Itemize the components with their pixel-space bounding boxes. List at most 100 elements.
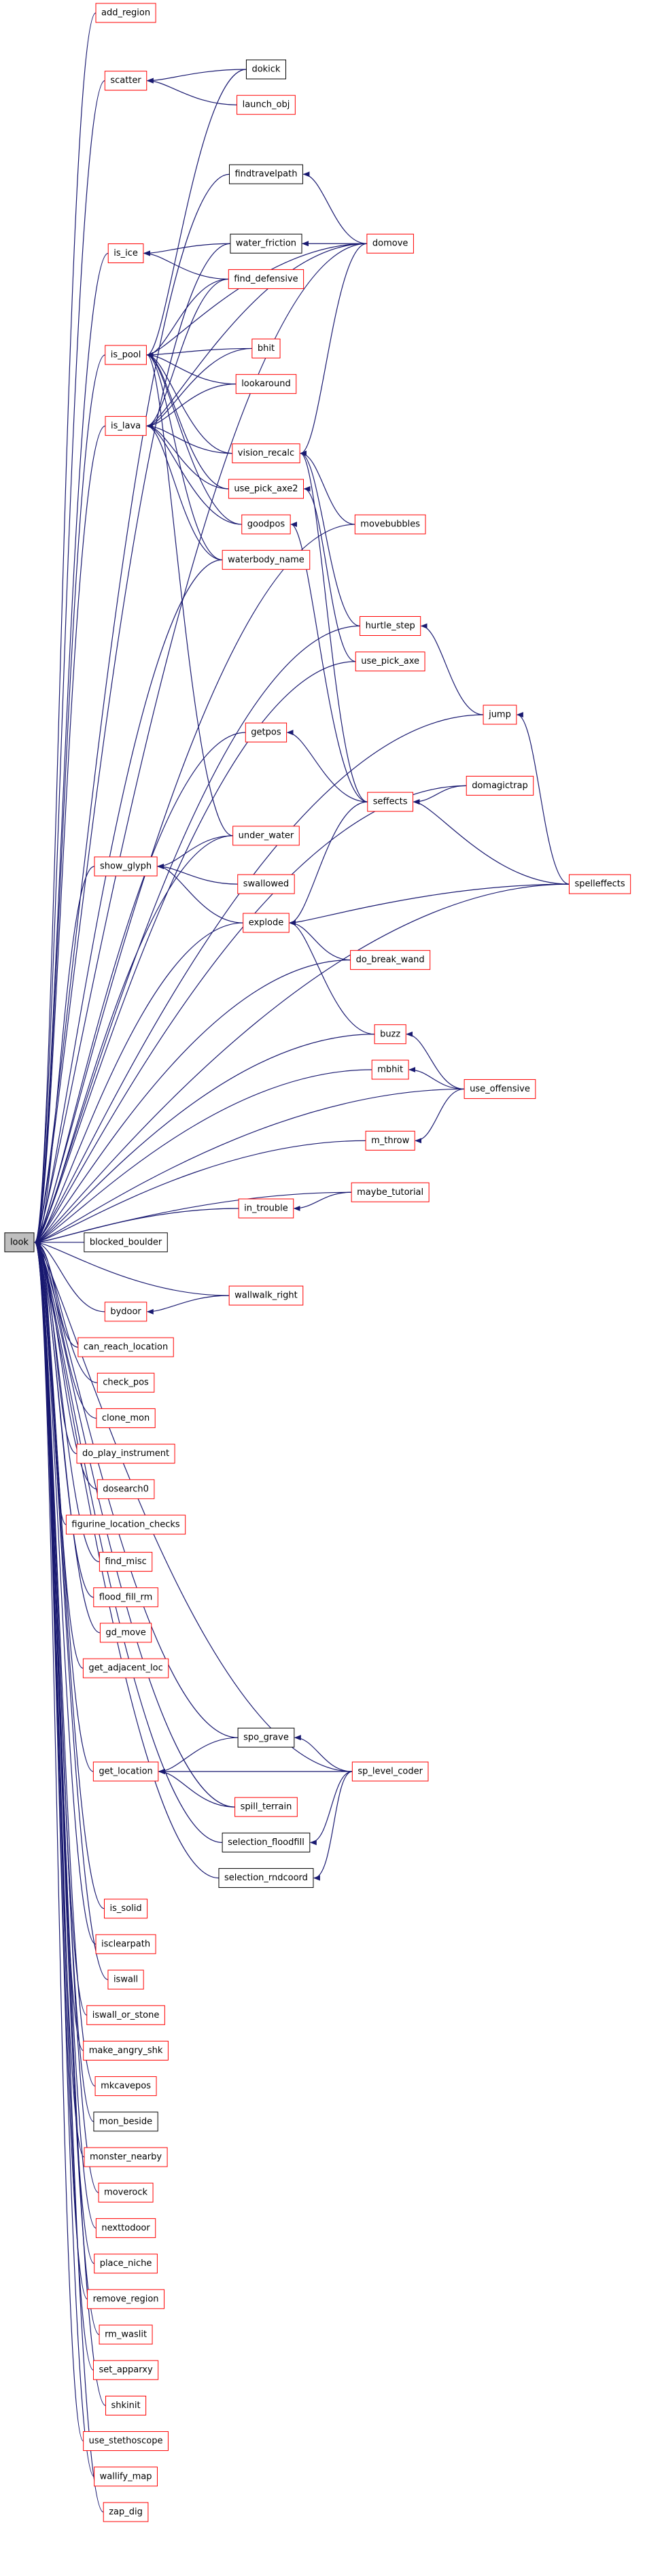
call-edge <box>34 1239 105 1312</box>
node[interactable]: gd_move <box>99 1623 152 1643</box>
node[interactable]: place_niche <box>94 2254 158 2274</box>
node-box <box>360 616 421 637</box>
node[interactable]: goodpos <box>241 514 291 535</box>
node[interactable]: mbhit <box>371 1060 409 1080</box>
node[interactable]: get_adjacent_loc <box>82 1658 169 1678</box>
node[interactable]: mon_beside <box>93 2112 158 2132</box>
node[interactable]: make_angry_shk <box>83 2040 169 2061</box>
call-edge <box>408 1066 465 1090</box>
node[interactable]: domagictrap <box>466 775 534 796</box>
node[interactable]: can_reach_location <box>77 1337 174 1357</box>
node[interactable]: blocked_boulder <box>84 1232 168 1253</box>
node[interactable]: use_offensive <box>464 1079 536 1099</box>
node[interactable]: mkcavepos <box>94 2076 157 2097</box>
node-box <box>96 1408 156 1428</box>
node[interactable]: getpos <box>245 722 287 743</box>
node[interactable]: selection_floodfill <box>222 1832 311 1852</box>
node-label: make_angry_shk <box>89 2046 163 2056</box>
node[interactable]: use_pick_axe2 <box>228 479 304 499</box>
node[interactable]: isclearpath <box>95 1934 156 1954</box>
node-box <box>77 1337 174 1357</box>
node[interactable]: iswall <box>107 1969 144 1990</box>
node[interactable]: spelleffects <box>568 874 631 894</box>
node[interactable]: movebubbles <box>354 514 426 535</box>
node-box <box>95 3 156 23</box>
node[interactable]: look <box>4 1232 35 1253</box>
node[interactable]: sp_level_coder <box>351 1761 429 1782</box>
call-edge <box>34 12 97 1245</box>
node[interactable]: do_play_instrument <box>76 1444 175 1464</box>
node[interactable]: is_ice <box>107 243 144 263</box>
node[interactable]: buzz <box>374 1024 406 1045</box>
node[interactable]: domove <box>366 233 414 254</box>
node[interactable]: flood_fill_rm <box>93 1587 158 1608</box>
node[interactable]: bhit <box>251 338 281 358</box>
node[interactable]: do_break_wand <box>350 950 431 970</box>
node[interactable]: spo_grave <box>237 1727 295 1748</box>
node-label: vision_recalc <box>238 448 294 458</box>
node[interactable]: maybe_tutorial <box>351 1182 430 1202</box>
call-edge <box>34 866 95 1245</box>
node[interactable]: is_lava <box>105 416 147 436</box>
node[interactable]: zap_dig <box>103 2502 149 2522</box>
node-label: zap_dig <box>109 2507 143 2517</box>
node[interactable]: use_pick_axe <box>355 651 425 672</box>
node-box <box>107 1969 144 1990</box>
node[interactable]: rm_waslit <box>99 2324 153 2345</box>
node[interactable]: vision_recalc <box>232 443 300 464</box>
call-edge <box>313 1771 353 1881</box>
node[interactable]: show_glyph <box>94 856 158 877</box>
node[interactable]: is_pool <box>105 345 147 365</box>
node-box <box>97 1372 155 1393</box>
call-edge <box>157 835 233 870</box>
call-edge <box>34 1239 230 1296</box>
node-box <box>228 479 304 499</box>
node[interactable]: figurine_location_checks <box>65 1514 186 1535</box>
node[interactable]: clone_mon <box>96 1408 156 1428</box>
node[interactable]: find_defensive <box>228 269 304 289</box>
node[interactable]: launch_obj <box>237 95 296 115</box>
node[interactable]: wallwalk_right <box>228 1285 304 1306</box>
node[interactable]: waterbody_name <box>222 549 311 570</box>
node[interactable]: set_apparxy <box>92 2360 159 2380</box>
node[interactable]: monster_nearby <box>84 2147 168 2167</box>
node-label: hurtle_step <box>366 621 415 631</box>
node[interactable]: shkinit <box>105 2395 147 2416</box>
node[interactable]: explode <box>243 913 290 933</box>
call-edge <box>34 1239 98 1490</box>
node[interactable]: find_misc <box>99 1552 153 1572</box>
node[interactable]: use_stethoscope <box>83 2431 169 2452</box>
node[interactable]: water_friction <box>230 233 302 254</box>
call-edge <box>146 352 232 454</box>
node-box <box>92 1761 159 1782</box>
node[interactable]: check_pos <box>97 1372 155 1393</box>
node[interactable]: under_water <box>232 826 300 846</box>
node[interactable]: nexttodoor <box>95 2218 156 2238</box>
node[interactable]: bydoor <box>104 1302 147 1322</box>
node[interactable]: in_trouble <box>238 1198 294 1219</box>
node[interactable]: get_location <box>92 1761 159 1782</box>
node[interactable]: iswall_or_stone <box>86 2005 165 2025</box>
node-label: use_offensive <box>470 1084 530 1094</box>
node[interactable]: jump <box>483 705 517 725</box>
node-label: goodpos <box>247 520 285 530</box>
node[interactable]: m_throw <box>365 1130 415 1151</box>
node[interactable]: wallify_map <box>94 2467 158 2487</box>
node[interactable]: remove_region <box>87 2289 165 2309</box>
node-label: find_misc <box>105 1557 146 1567</box>
node-box <box>232 826 300 846</box>
node[interactable]: dosearch0 <box>97 1479 155 1499</box>
node[interactable]: selection_rndcoord <box>218 1868 314 1888</box>
node[interactable]: add_region <box>95 3 156 23</box>
node[interactable]: spill_terrain <box>234 1797 298 1817</box>
node[interactable]: seffects <box>367 792 414 812</box>
node[interactable]: scatter <box>104 71 147 91</box>
node[interactable]: findtravelpath <box>228 164 303 184</box>
node[interactable]: is_solid <box>104 1899 148 1919</box>
node[interactable]: swallowed <box>237 874 295 894</box>
node[interactable]: lookaround <box>235 374 297 394</box>
node-label: find_defensive <box>234 274 298 284</box>
node[interactable]: hurtle_step <box>360 616 421 637</box>
node[interactable]: moverock <box>98 2182 154 2203</box>
node[interactable]: dokick <box>245 59 286 80</box>
